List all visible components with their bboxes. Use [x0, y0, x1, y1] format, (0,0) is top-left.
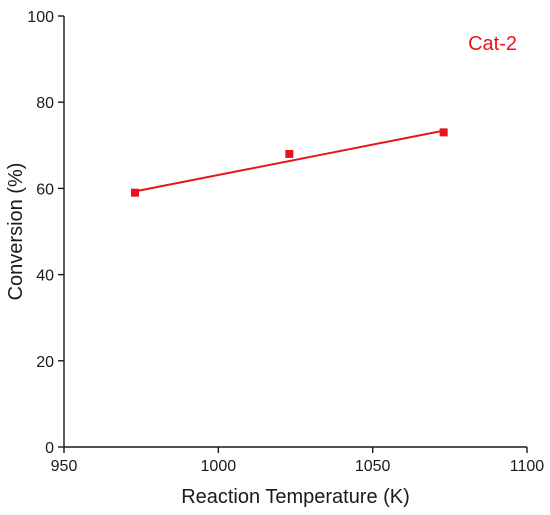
x-tick-label: 950: [51, 458, 78, 475]
y-tick-label: 0: [45, 440, 54, 457]
y-tick-label: 80: [36, 95, 54, 112]
series-label: Cat-2: [468, 33, 517, 55]
y-tick-label: 60: [36, 181, 54, 198]
data-point: [285, 149, 294, 158]
y-tick-label: 100: [27, 9, 54, 26]
x-tick-label: 1100: [510, 458, 545, 475]
y-axis-title: Conversion (%): [5, 163, 27, 301]
plot-area: 950 1000 1050 1100 0 20 40 60 80 100 Cat-2: [27, 9, 544, 475]
data-point: [130, 188, 139, 197]
data-markers: [130, 128, 448, 197]
fit-line: [134, 129, 444, 193]
x-axis-title: Reaction Temperature (K): [181, 486, 410, 508]
fit-lines: [134, 129, 444, 193]
x-tick-label: 1000: [201, 458, 237, 475]
y-ticks: 0 20 40 60 80 100: [27, 9, 64, 457]
x-ticks: 950 1000 1050 1100: [51, 447, 545, 475]
x-tick-label: 1050: [355, 458, 391, 475]
y-tick-label: 20: [36, 354, 54, 371]
data-point: [439, 128, 448, 137]
y-tick-label: 40: [36, 268, 54, 285]
